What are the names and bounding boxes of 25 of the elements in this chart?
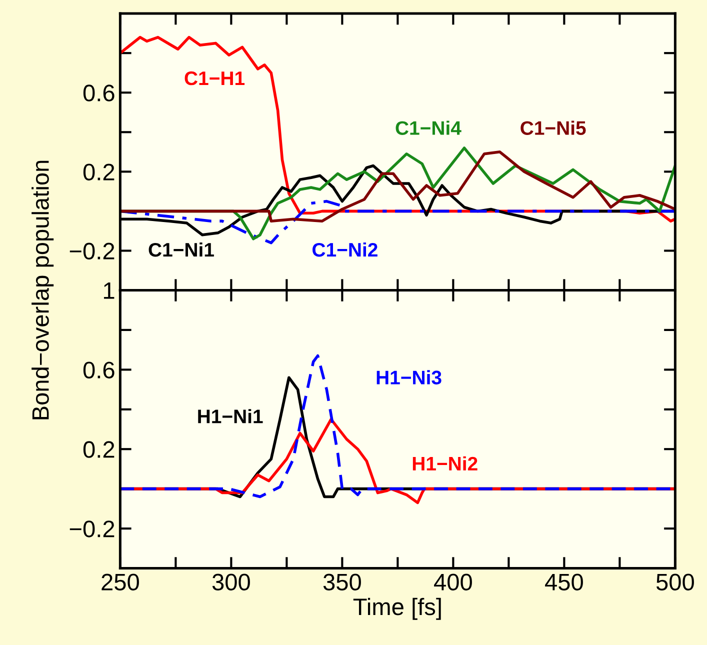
series-label: H1−Ni2 bbox=[412, 456, 478, 470]
y-tick-label: 0.6 bbox=[83, 362, 114, 378]
series-label: H1−Ni1 bbox=[198, 409, 263, 424]
line-series bbox=[120, 200, 676, 244]
series-label: C1−Ni5 bbox=[520, 120, 586, 135]
y-tick-label: 0.2 bbox=[83, 441, 114, 458]
x-tick-label: 400 bbox=[434, 574, 472, 590]
line-series bbox=[120, 150, 676, 222]
y-tick-label: 0.2 bbox=[83, 164, 114, 180]
y-tick-label: −0.2 bbox=[70, 520, 114, 538]
series-label: C1−H1 bbox=[184, 71, 245, 86]
y-tick-label: 1 bbox=[104, 282, 114, 299]
x-axis-title: Time [fs] bbox=[353, 598, 441, 620]
x-tick-label: 300 bbox=[212, 574, 250, 590]
y-axis-title: Bond−overlap population bbox=[32, 160, 54, 420]
x-tick-label: 350 bbox=[323, 574, 361, 590]
text: H1−Ni3 bbox=[376, 370, 442, 384]
y-tick-label: −0.2 bbox=[70, 242, 114, 260]
x-tick-label: 500 bbox=[656, 574, 694, 590]
series-label: C1−Ni1 bbox=[148, 242, 214, 257]
y-tick-label: 0.6 bbox=[83, 84, 114, 102]
x-tick-label: 450 bbox=[545, 574, 583, 590]
series-label: C1−Ni2 bbox=[312, 242, 378, 257]
x-tick-label: 250 bbox=[102, 574, 139, 590]
series-label: C1−Ni4 bbox=[396, 120, 462, 135]
